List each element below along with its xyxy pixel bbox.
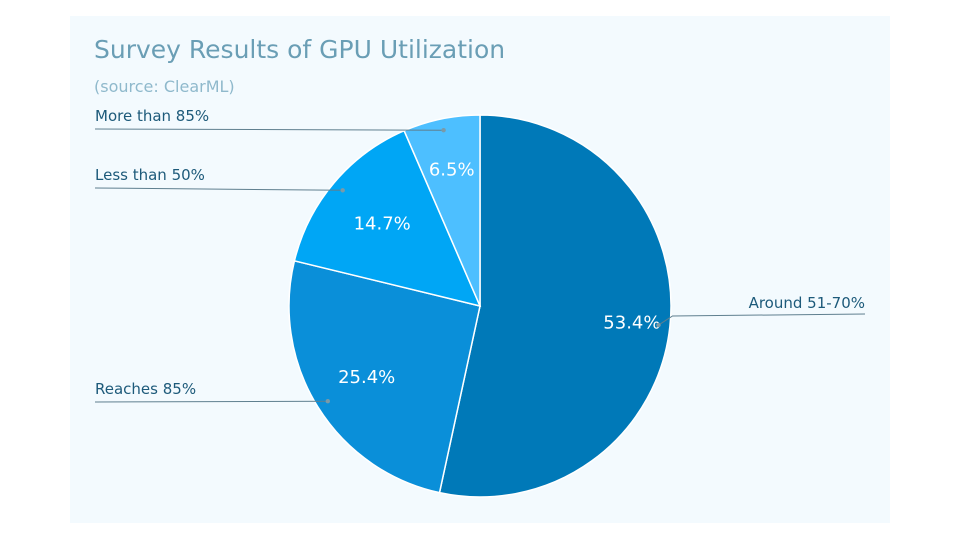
leader-dot — [340, 188, 345, 193]
leader-line — [94, 128, 444, 131]
leader-dot — [325, 399, 330, 404]
leader-dot — [656, 322, 661, 328]
pie-slice — [288, 259, 481, 494]
chart-subtitle: (source: ClearML) — [94, 77, 235, 96]
leader-line — [94, 187, 343, 191]
pie-slice — [438, 114, 672, 498]
leader-dot — [441, 128, 446, 133]
category-label: Less than 50% — [95, 166, 205, 184]
slice-value-label: 25.4% — [338, 367, 395, 388]
chart-title: Survey Results of GPU Utilization — [94, 35, 506, 64]
pie-slice — [293, 129, 482, 308]
slice-value-label: 53.4% — [603, 312, 660, 333]
slice-value-label: 14.7% — [354, 214, 411, 235]
pie-chart: 53.4% Around 51-70% 25.4% Reaches 85% 14.7% L… — [94, 107, 866, 498]
category-label: Reaches 85% — [95, 380, 196, 398]
leader-line — [658, 313, 866, 326]
slice-value-label: 6.5% — [429, 160, 475, 181]
leader-line — [94, 400, 328, 403]
category-label: More than 85% — [95, 107, 209, 125]
category-label: Around 51-70% — [749, 294, 865, 312]
chart-card: Survey Results of GPU Utilization (sourc… — [70, 16, 890, 523]
pie-slice — [403, 114, 481, 307]
